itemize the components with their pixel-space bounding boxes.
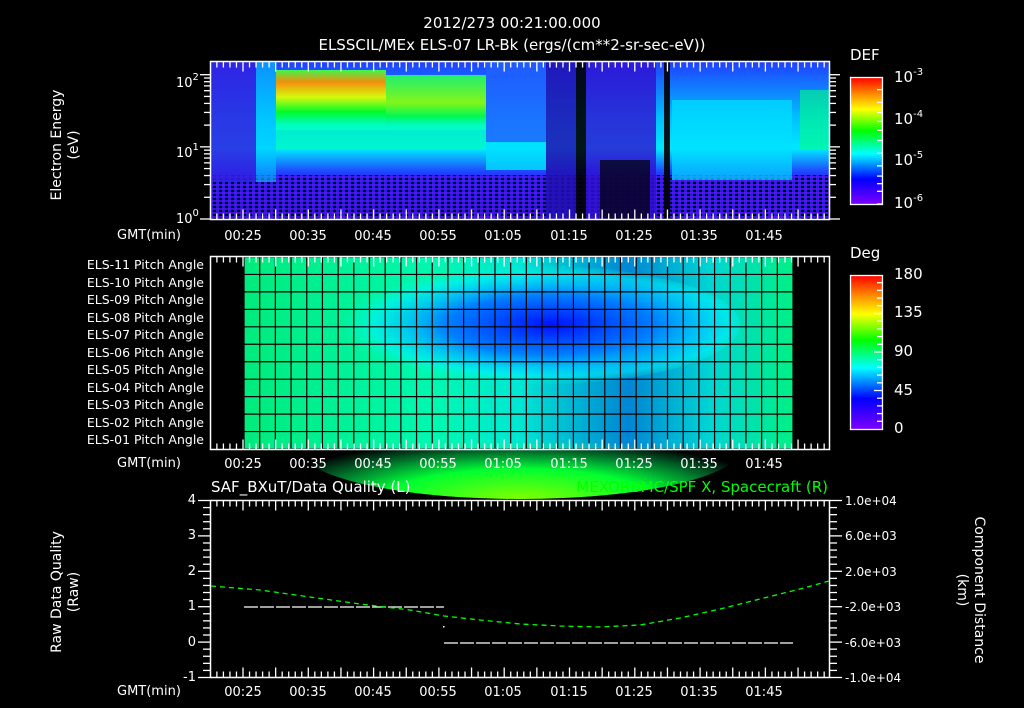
- energy-spectrogram: [209, 60, 831, 221]
- row-label: ELS-10 Pitch Angle: [86, 274, 204, 290]
- left-tick: 1: [187, 599, 196, 614]
- plot-title: ELSSCIL/MEx ELS-07 LR-Bk (ergs/(cm**2-sr…: [318, 36, 706, 54]
- row-label: ELS-11 Pitch Angle: [86, 257, 204, 272]
- row-label: ELS-09 Pitch Angle: [86, 292, 204, 307]
- row-label: ELS-08 Pitch Angle: [86, 309, 204, 325]
- time-axis-label-1: GMT(min): [117, 228, 181, 243]
- quality-plot-right-title: MEXORBMC/SPF X, Spacecraft (R): [576, 478, 828, 496]
- time-tick: 00:45: [354, 457, 392, 472]
- time-axis-label-3: GMT(min): [117, 684, 181, 699]
- time-tick: 00:35: [289, 457, 327, 472]
- degree-tick: 45: [894, 381, 914, 399]
- time-tick: 00:45: [354, 229, 392, 244]
- row-label: ELS-06 Pitch Angle: [86, 344, 204, 360]
- time-tick: 00:55: [419, 457, 457, 472]
- time-tick: 00:55: [419, 229, 457, 244]
- time-tick: 01:05: [484, 229, 522, 244]
- time-tick: 00:35: [289, 229, 327, 244]
- right-tick: 2.0e+03: [845, 565, 897, 579]
- time-tick: 00:35: [289, 685, 327, 700]
- time-axis-label-2: GMT(min): [117, 456, 181, 471]
- time-tick: 01:45: [745, 229, 783, 244]
- distance-axis-label-line2: (km): [954, 573, 970, 607]
- right-tick: -2.0e+03: [845, 600, 902, 614]
- time-tick: 01:05: [484, 457, 522, 472]
- left-tick: 0: [187, 635, 196, 650]
- def-tick: 10-5: [894, 150, 924, 169]
- time-tick: 00:45: [354, 685, 392, 700]
- row-label: ELS-05 Pitch Angle: [86, 362, 204, 377]
- degree-tick: 0: [894, 419, 904, 437]
- time-tick: 01:05: [484, 685, 522, 700]
- energy-axis-label-line1: Electron Energy: [49, 89, 65, 201]
- time-tick: 01:15: [550, 457, 588, 472]
- time-tick: 01:25: [615, 229, 653, 244]
- degree-tick: 180: [894, 265, 923, 283]
- quality-axis-label-line1: Raw Data Quality: [49, 531, 65, 653]
- right-tick: 1.0e+04: [845, 494, 897, 508]
- time-tick: 01:45: [745, 685, 783, 700]
- time-tick: 01:35: [680, 685, 718, 700]
- row-label: ELS-02 Pitch Angle: [86, 414, 204, 430]
- time-tick: 00:25: [224, 229, 262, 244]
- right-tick: -6.0e+03: [845, 636, 902, 650]
- degree-tick: 135: [894, 303, 923, 321]
- time-tick: 01:15: [550, 685, 588, 700]
- degree-tick: 90: [894, 342, 914, 360]
- plot-timestamp: 2012/273 00:21:00.000: [423, 14, 601, 32]
- energy-tick-10: 101: [176, 142, 199, 161]
- time-tick: 01:45: [745, 457, 783, 472]
- energy-tick-1: 100: [176, 208, 199, 227]
- time-tick: 00:25: [224, 685, 262, 700]
- distance-axis-label: Component Distance (km): [953, 500, 987, 680]
- row-label: ELS-03 Pitch Angle: [86, 397, 204, 412]
- row-label: ELS-01 Pitch Angle: [86, 432, 204, 447]
- degree-colorbar-title: Deg: [850, 244, 881, 262]
- time-tick: 01:25: [615, 685, 653, 700]
- distance-axis-label-line1: Component Distance: [971, 516, 987, 664]
- quality-axis-label-line2: (Raw): [66, 571, 82, 613]
- time-tick: 00:25: [224, 457, 262, 472]
- right-tick: -1.0e+04: [845, 671, 902, 685]
- left-tick: -1: [183, 670, 196, 685]
- pitch-angle-heatmap: [209, 255, 831, 499]
- def-tick: 10-4: [894, 109, 924, 128]
- time-tick: 01:25: [615, 457, 653, 472]
- right-tick: 6.0e+03: [845, 529, 897, 543]
- row-label: ELS-07 Pitch Angle: [86, 327, 204, 342]
- time-tick: 01:35: [680, 457, 718, 472]
- left-tick: 3: [187, 528, 196, 543]
- energy-axis-label: Electron Energy (eV): [49, 65, 83, 225]
- time-tick: 01:35: [680, 229, 718, 244]
- energy-axis-label-line2: (eV): [66, 130, 82, 160]
- left-tick: 4: [187, 493, 196, 508]
- def-tick: 10-3: [894, 67, 924, 86]
- def-colorbar-title: DEF: [850, 46, 880, 64]
- quality-plot-left-title: SAF_BXuT/Data Quality (L): [211, 478, 411, 496]
- quality-axis-label: Raw Data Quality (Raw): [49, 512, 83, 672]
- def-tick: 10-6: [894, 193, 924, 212]
- row-label: ELS-04 Pitch Angle: [86, 379, 204, 395]
- energy-tick-100: 102: [176, 72, 199, 91]
- left-tick: 2: [187, 564, 196, 579]
- data-quality-plot: [209, 499, 831, 679]
- time-tick: 00:55: [419, 685, 457, 700]
- time-tick: 01:15: [550, 229, 588, 244]
